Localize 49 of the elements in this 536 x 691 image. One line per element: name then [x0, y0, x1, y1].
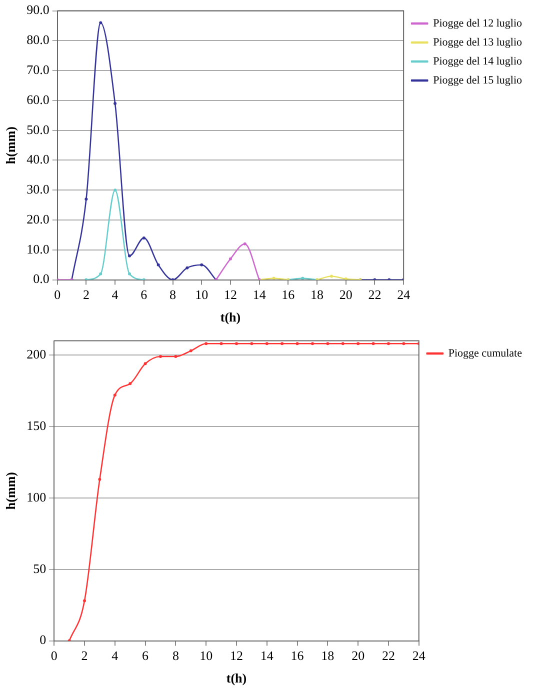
x-tick-label: 8 [172, 648, 179, 664]
x-tick-label: 24 [412, 648, 426, 664]
x-tick-label: 18 [321, 648, 334, 664]
x-tick-label: 18 [310, 287, 324, 302]
y-axis-title: h(mm) [3, 472, 18, 510]
y-tick-label: 0.0 [33, 271, 50, 286]
x-tick-label: 6 [140, 287, 148, 302]
y-tick-label: 50 [33, 560, 46, 576]
x-tick-label: 10 [195, 287, 208, 302]
legend-label: Piogge del 12 luglio [433, 17, 522, 30]
legend-label: Piogge del 13 luglio [433, 36, 522, 48]
legend-label: Piogge del 15 luglio [433, 74, 522, 86]
y-tick-label: 50.0 [26, 122, 50, 137]
y-tick-label: 200 [26, 346, 46, 362]
legend-label: Piogge cumulate [448, 347, 522, 360]
y-tick-label: 70.0 [26, 62, 50, 77]
y-tick-label: 20.0 [26, 211, 50, 226]
y-tick-label: 10.0 [26, 241, 50, 256]
y-tick-label: 100 [26, 489, 46, 504]
x-tick-label: 2 [81, 648, 88, 664]
x-tick-label: 6 [142, 648, 150, 664]
x-tick-label: 14 [252, 287, 266, 302]
x-tick-label: 4 [112, 648, 119, 664]
legend-label: Piogge del 14 luglio [433, 55, 522, 68]
x-tick-label: 20 [352, 648, 365, 664]
x-tick-label: 14 [260, 648, 274, 664]
x-tick-label: 16 [290, 648, 304, 664]
x-tick-label: 12 [230, 648, 243, 664]
y-axis-title: h(mm) [3, 126, 18, 164]
x-tick-label: 10 [200, 648, 213, 664]
x-tick-label: 4 [112, 287, 119, 302]
y-tick-label: 80.0 [26, 32, 50, 48]
x-tick-label: 22 [382, 648, 395, 664]
x-tick-label: 12 [224, 287, 237, 302]
y-tick-label: 150 [26, 418, 46, 433]
y-tick-label: 30.0 [26, 182, 50, 197]
x-tick-label: 16 [282, 287, 296, 302]
x-tick-label: 8 [170, 287, 176, 302]
x-axis-title: t(h) [220, 310, 241, 325]
x-tick-label: 22 [368, 287, 382, 302]
x-tick-label: 0 [54, 287, 61, 302]
x-tick-label: 2 [82, 287, 90, 302]
y-tick-label: 40.0 [26, 152, 50, 167]
x-tick-label: 24 [397, 287, 411, 302]
y-tick-label: 0 [40, 632, 46, 648]
x-axis-title: t(h) [226, 670, 247, 686]
y-tick-label: 60.0 [26, 92, 50, 107]
y-tick-label: 90.0 [26, 2, 50, 18]
x-tick-label: 20 [339, 287, 352, 302]
